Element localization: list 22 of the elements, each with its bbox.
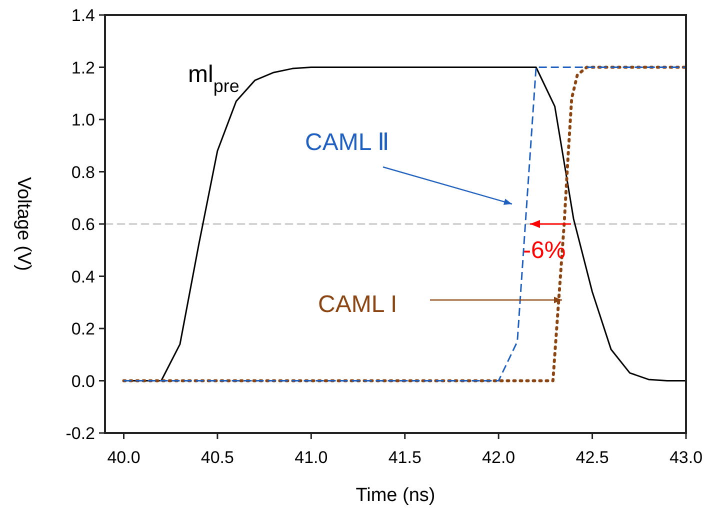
x-tick-label: 41.5 <box>388 448 422 467</box>
x-tick-label: 42.5 <box>576 448 609 467</box>
x-tick-label: 40.5 <box>200 448 234 467</box>
y-tick-label: 0.8 <box>71 162 95 182</box>
y-tick-label: 0.2 <box>71 320 95 338</box>
text: CAML Ⅱ <box>305 129 390 156</box>
y-tick-label: 1.0 <box>71 110 95 130</box>
y-axis-title: Voltage (V) <box>13 177 34 271</box>
y-tick-label: 0.6 <box>71 215 95 234</box>
series-label: ml$_{pre}$ <box>188 61 240 96</box>
x-tick-label: 42.0 <box>482 448 516 467</box>
y-tick-label: 0.4 <box>71 267 95 286</box>
y-tick-label: 0.0 <box>71 372 95 391</box>
x-tick-label: 40.0 <box>107 448 140 467</box>
text: CAML I <box>318 291 398 318</box>
annotation: -6% <box>523 237 566 264</box>
y-tick-label: -0.2 <box>66 424 95 443</box>
x-tick-label: 43.0 <box>669 448 703 467</box>
y-tick-label: 1.2 <box>71 58 95 78</box>
x-tick-label: 41.0 <box>294 448 328 467</box>
y-tick-label: 1.4 <box>71 6 95 25</box>
x-axis-title: Time (ns) <box>356 485 436 506</box>
